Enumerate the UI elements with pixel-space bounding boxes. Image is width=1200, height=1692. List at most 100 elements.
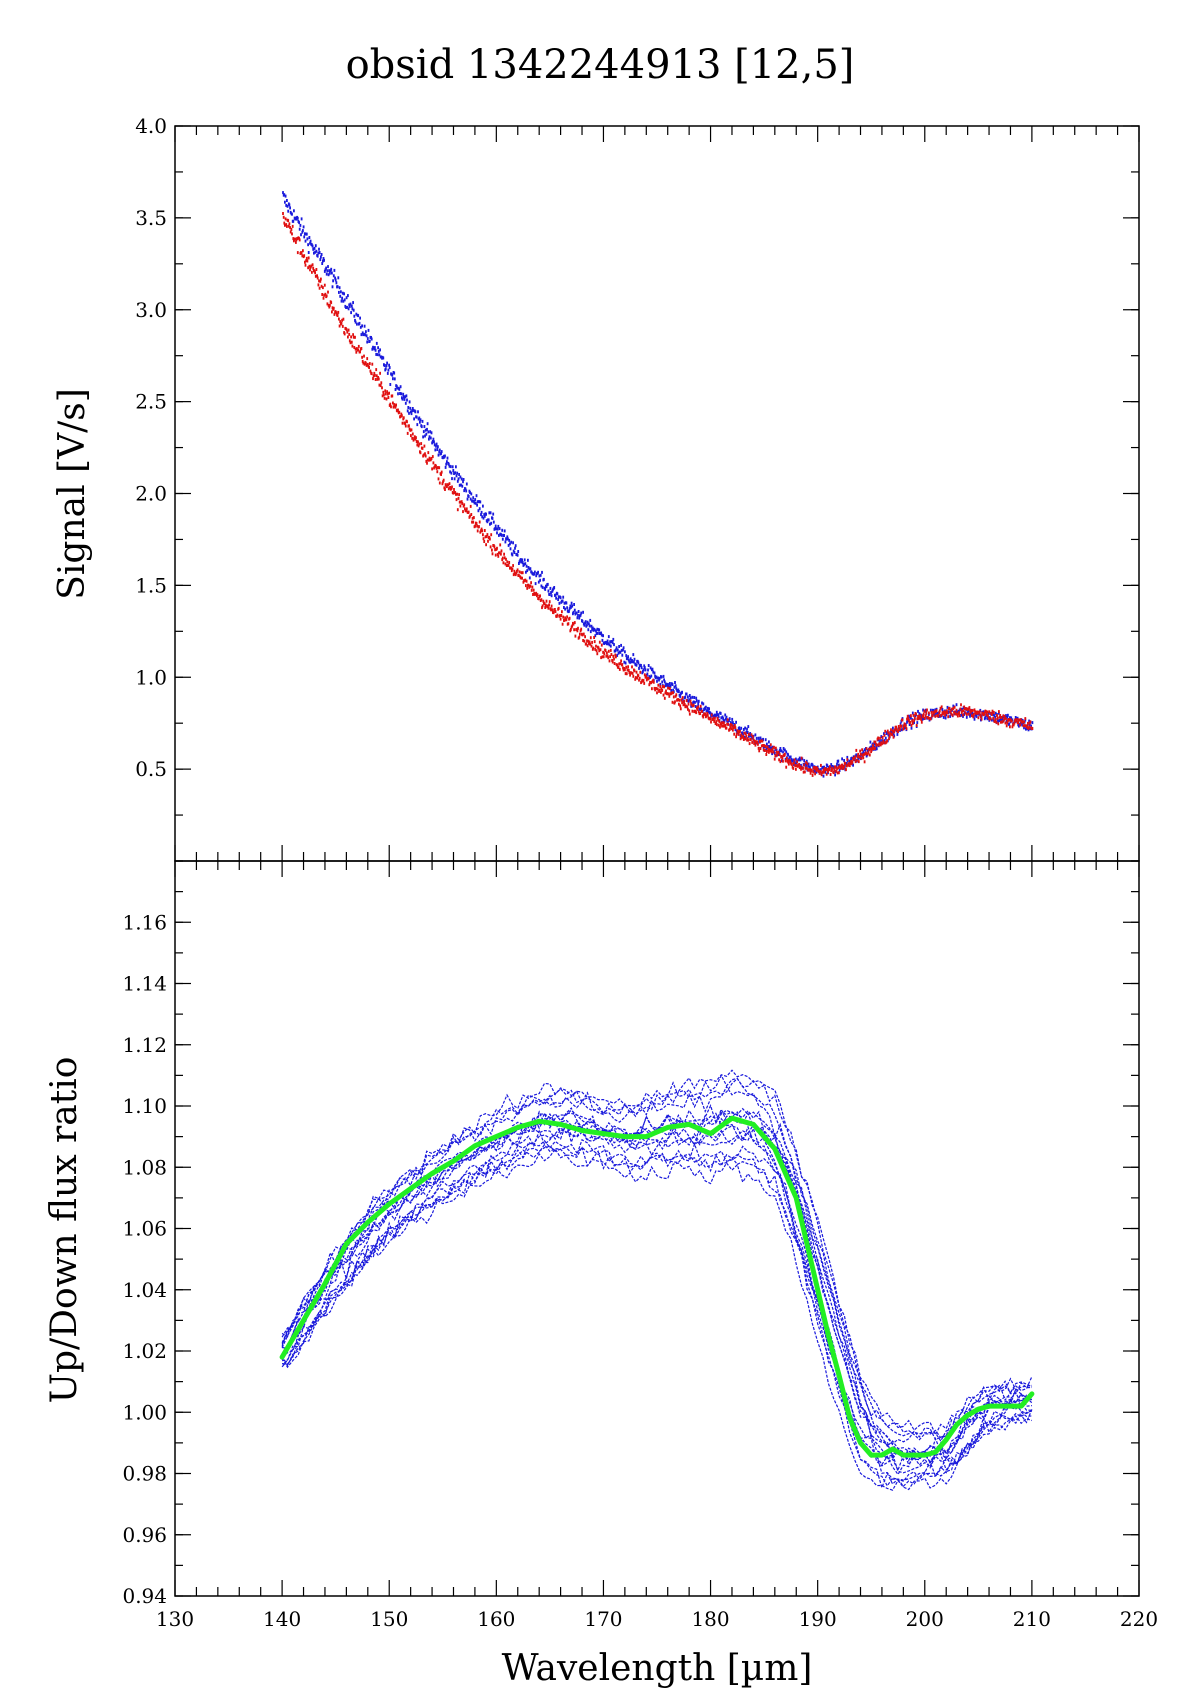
data-point (408, 411, 410, 415)
data-point (606, 642, 608, 646)
data-point (980, 717, 983, 721)
data-point (657, 676, 660, 680)
data-point (952, 707, 955, 710)
data-point (461, 484, 464, 488)
data-point (432, 437, 435, 441)
data-point (424, 428, 427, 432)
data-point (316, 254, 319, 258)
data-point (321, 262, 324, 265)
data-point (340, 321, 343, 325)
data-point (632, 674, 635, 678)
data-point (473, 516, 475, 520)
data-point (437, 466, 439, 470)
data-point (759, 736, 762, 740)
data-point (359, 350, 361, 354)
data-point (440, 470, 443, 474)
data-point (366, 340, 369, 344)
data-point (688, 712, 691, 716)
data-point (500, 552, 502, 556)
data-point (750, 737, 752, 741)
data-point (735, 720, 737, 724)
data-point (845, 768, 847, 772)
data-point (404, 395, 406, 399)
data-point (709, 717, 712, 721)
data-point (746, 731, 749, 734)
data-point (595, 649, 598, 653)
data-point (587, 628, 590, 632)
data-point (643, 664, 646, 668)
data-point (965, 712, 968, 716)
data-point (419, 418, 422, 422)
data-point (978, 712, 980, 716)
data-point (985, 713, 988, 717)
data-point (424, 434, 426, 438)
data-point (917, 709, 919, 713)
data-point (766, 750, 768, 753)
data-point (505, 557, 507, 561)
data-point (655, 675, 658, 679)
data-point (652, 678, 655, 682)
data-point (845, 761, 848, 765)
data-point (396, 386, 399, 390)
data-point (1000, 720, 1002, 724)
data-point (404, 424, 407, 428)
data-point (811, 768, 813, 772)
data-point (926, 708, 928, 712)
data-point (554, 610, 557, 613)
data-point (709, 711, 712, 715)
data-point (685, 699, 688, 703)
data-point (642, 668, 645, 672)
data-point (775, 746, 777, 750)
data-point (655, 687, 658, 691)
data-point (403, 397, 406, 401)
data-point (469, 504, 472, 508)
data-point (291, 224, 294, 228)
data-point (381, 394, 384, 398)
data-point (431, 440, 434, 443)
data-point (600, 633, 603, 637)
data-point (945, 713, 948, 717)
data-point (559, 596, 562, 600)
data-point (509, 547, 512, 551)
data-point (438, 466, 441, 470)
data-point (503, 529, 506, 533)
data-point (425, 432, 428, 436)
data-point (487, 518, 490, 522)
data-point (305, 259, 307, 263)
data-point (304, 260, 306, 264)
data-point (523, 562, 525, 566)
data-point (437, 453, 440, 457)
data-point (883, 741, 885, 745)
data-point (869, 740, 872, 744)
data-point (380, 381, 383, 385)
data-point (881, 739, 883, 743)
data-point (1019, 723, 1021, 727)
data-point (537, 570, 539, 574)
data-point (779, 747, 782, 750)
data-point (737, 730, 739, 734)
data-point (347, 335, 349, 339)
top-ticks: 0.51.01.52.02.53.03.54.0 (135, 114, 1140, 862)
data-point (500, 549, 503, 553)
data-point (846, 755, 849, 759)
data-point (970, 709, 973, 713)
data-point (678, 690, 680, 693)
chart-title: obsid 1342244913 [12,5] (346, 42, 855, 88)
data-point (828, 768, 831, 772)
data-point (627, 665, 629, 669)
data-point (427, 451, 430, 455)
data-point (386, 361, 388, 365)
data-point (302, 225, 305, 229)
data-point (890, 728, 892, 732)
data-point (870, 748, 873, 752)
data-point (565, 618, 568, 622)
data-point (294, 237, 297, 241)
top-data-layer (282, 191, 1034, 778)
data-point (624, 672, 627, 676)
data-point (930, 710, 933, 714)
data-point (879, 736, 881, 740)
data-point (650, 674, 653, 678)
data-point (353, 314, 356, 318)
data-point (870, 745, 872, 749)
data-point (374, 378, 377, 381)
